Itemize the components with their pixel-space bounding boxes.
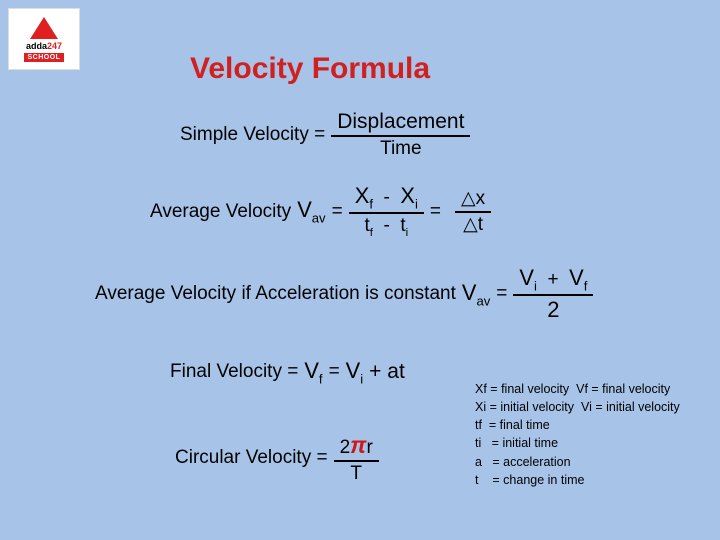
formula-average-velocity: Average Velocity Vav = Xf - Xi tf - ti =…: [150, 183, 491, 240]
formula-avg-accel: Average Velocity if Acceleration is cons…: [95, 265, 593, 323]
circular-num: 2πr: [334, 432, 379, 462]
circular-den: T: [350, 462, 362, 485]
formula-simple-velocity: Simple Velocity = Displacement Time: [180, 110, 470, 160]
avg-accel-den: 2: [547, 296, 559, 322]
label-circular: Circular Velocity =: [175, 447, 328, 469]
brand-logo: adda247 SCHOOL: [8, 8, 80, 70]
logo-triangle-icon: [30, 17, 58, 39]
formula-circular-velocity: Circular Velocity = 2πr T: [175, 432, 379, 485]
avg-frac1-den: tf - ti: [364, 214, 408, 240]
legend-box: Xf = final velocity Vf = final velocity …: [475, 380, 680, 489]
label-simple: Simple Velocity =: [180, 124, 325, 146]
legend-row: Xi = initial velocity Vi = initial veloc…: [475, 398, 680, 416]
final-rhs: + at: [369, 360, 405, 384]
formula-final-velocity: Final Velocity = Vf = Vi + at: [170, 358, 405, 386]
legend-row: a = acceleration: [475, 453, 680, 471]
legend-row: tf = final time: [475, 416, 680, 434]
logo-school-badge: SCHOOL: [24, 53, 65, 62]
simple-denominator: Time: [380, 137, 422, 160]
avg-frac2-num: △x: [455, 188, 491, 213]
simple-numerator: Displacement: [331, 110, 470, 137]
avg-var: Vav: [297, 197, 325, 225]
label-average: Average Velocity: [150, 201, 291, 223]
avg-accel-num: Vi + Vf: [513, 265, 593, 296]
legend-row: Xf = final velocity Vf = final velocity: [475, 380, 680, 398]
legend-row: t = change in time: [475, 471, 680, 489]
label-avg-accel: Average Velocity if Acceleration is cons…: [95, 283, 456, 305]
logo-text: adda247: [26, 41, 62, 51]
label-final: Final Velocity =: [170, 361, 298, 383]
page-title: Velocity Formula: [190, 52, 430, 86]
legend-row: ti = initial time: [475, 434, 680, 452]
avg-frac1-num: Xf - Xi: [349, 183, 424, 214]
avg-frac2-den: △t: [463, 213, 483, 236]
